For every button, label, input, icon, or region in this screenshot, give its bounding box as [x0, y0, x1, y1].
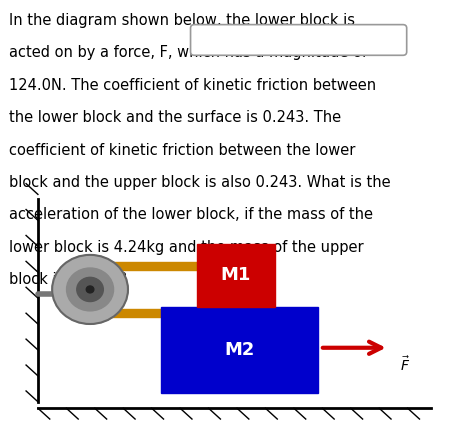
- Bar: [101, 309, 239, 317]
- Bar: [101, 262, 197, 270]
- Text: the lower block and the surface is 0.243. The: the lower block and the surface is 0.243…: [9, 110, 342, 125]
- Circle shape: [66, 268, 114, 311]
- Circle shape: [52, 255, 128, 324]
- Text: coefficient of kinetic friction between the lower: coefficient of kinetic friction between …: [9, 143, 356, 158]
- Text: M1: M1: [220, 267, 251, 284]
- Bar: [197, 244, 275, 307]
- Text: M2: M2: [224, 341, 255, 359]
- Text: block and the upper block is also 0.243. What is the: block and the upper block is also 0.243.…: [9, 175, 391, 190]
- FancyBboxPatch shape: [191, 25, 407, 55]
- Text: $\vec{F}$: $\vec{F}$: [400, 356, 410, 375]
- Bar: [161, 307, 318, 393]
- Text: lower block is 4.24kg and the mass of the upper: lower block is 4.24kg and the mass of th…: [9, 240, 364, 255]
- Text: block is 1.73kg?: block is 1.73kg?: [9, 272, 128, 287]
- Circle shape: [86, 286, 94, 293]
- Text: acted on by a force, F, which has a magnitude of: acted on by a force, F, which has a magn…: [9, 45, 367, 60]
- Circle shape: [77, 277, 103, 302]
- Text: acceleration of the lower block, if the mass of the: acceleration of the lower block, if the …: [9, 207, 374, 222]
- Text: 124.0N. The coefficient of kinetic friction between: 124.0N. The coefficient of kinetic frict…: [9, 78, 377, 93]
- Text: In the diagram shown below, the lower block is: In the diagram shown below, the lower bl…: [9, 13, 356, 28]
